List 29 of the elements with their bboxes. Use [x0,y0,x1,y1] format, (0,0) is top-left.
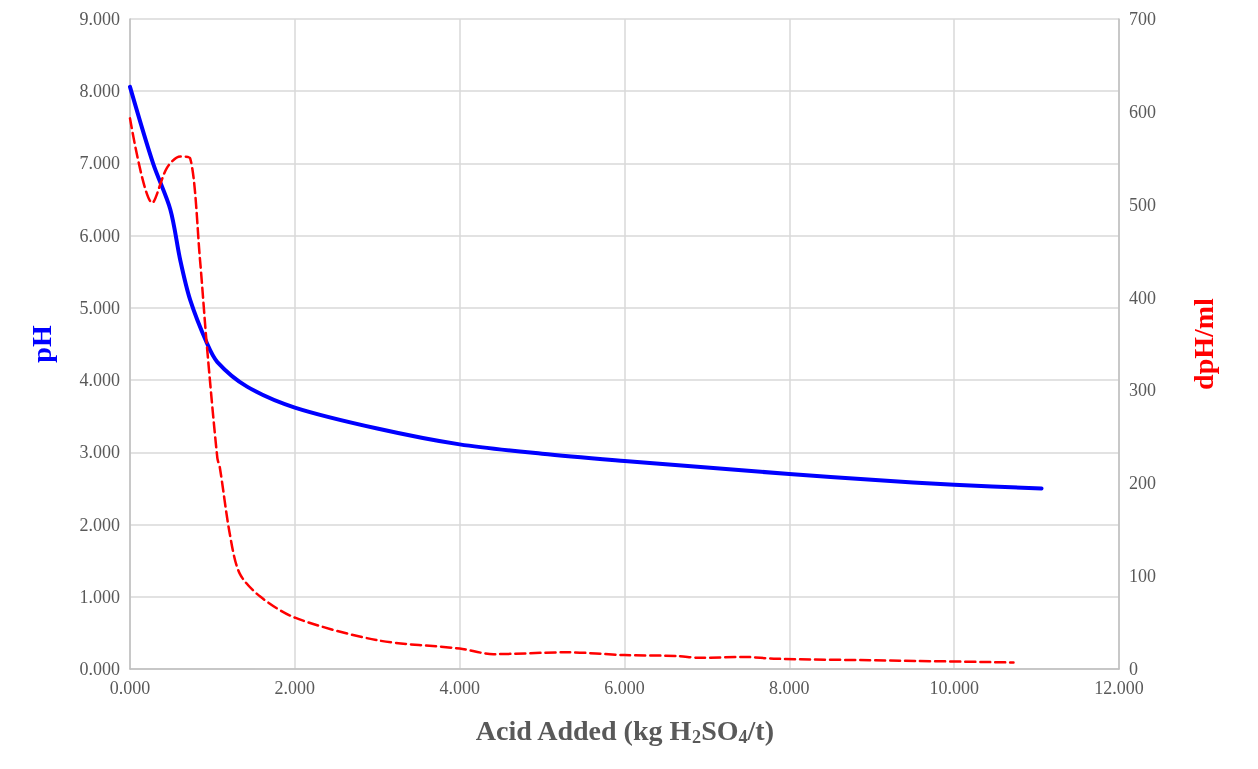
y-tick-label: 2.000 [79,514,120,535]
y2-tick-label: 500 [1129,194,1156,215]
y2-axis-title: dpH/ml [1187,297,1219,390]
y-tick-label: 1.000 [79,586,120,607]
x-tick-label: 0.000 [109,678,151,698]
y2-tick-label: 400 [1129,287,1156,308]
y-tick-label: 7.000 [79,153,120,174]
y-tick-label: 6.000 [79,225,120,246]
line-series [128,84,1044,491]
y2-tick-label: 300 [1129,380,1156,401]
y-tick-label: 8.000 [79,81,120,102]
y-tick-label: 4.000 [79,370,120,391]
y2-tick-label: 700 [1129,9,1156,29]
x-tick-label: 10.000 [929,678,979,698]
y2-tick-label: 600 [1129,101,1156,122]
y2-tick-label: 200 [1129,473,1156,494]
x-tick-label: 8.000 [769,678,810,698]
y-tick-label: 5.000 [79,297,120,318]
x-tick-label: 2.000 [274,678,316,698]
y-axis-title: pH [25,325,57,363]
y2-tick-label: 100 [1129,566,1156,587]
x-tick-label: 12.000 [1094,678,1144,698]
y2-tick-label: 0 [1129,659,1138,679]
y-tick-label: 0.000 [79,659,120,679]
y-tick-label: 3.000 [79,442,120,463]
line-series [128,117,1015,664]
x-tick-label: 4.000 [439,678,480,698]
x-tick-label: 6.000 [604,678,645,698]
y-tick-label: 9.000 [79,9,120,29]
